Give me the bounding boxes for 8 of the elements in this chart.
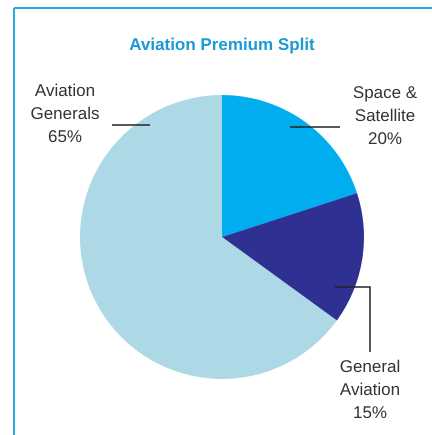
data-label: 15% <box>352 403 388 422</box>
slice-label: General Aviation <box>340 357 400 399</box>
chart-title: Aviation Premium Split <box>129 35 316 54</box>
data-label: 20% <box>368 129 402 148</box>
slice-label: Aviation Generals <box>30 81 100 123</box>
data-label: 65% <box>48 127 82 146</box>
slice-label: Space & Satellite <box>352 83 418 125</box>
pie-slice <box>222 193 364 320</box>
